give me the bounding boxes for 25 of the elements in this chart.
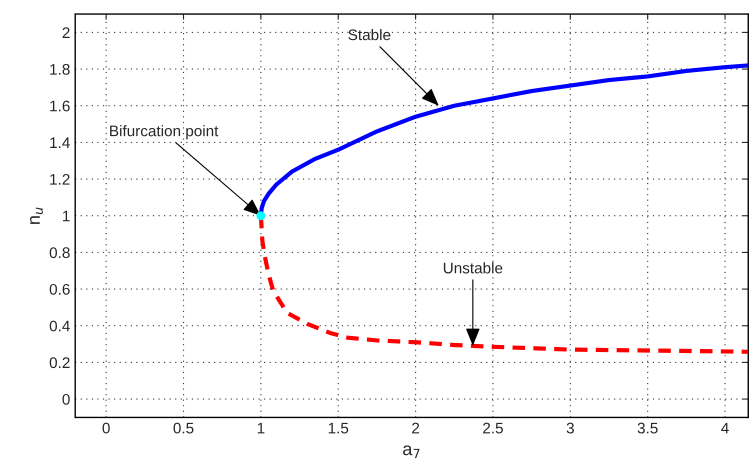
- y-tick-label: 0.2: [50, 357, 70, 368]
- x-axis-title: a$_{7}$: [403, 445, 420, 458]
- x-tick-label: 2: [412, 422, 420, 434]
- x-tick-label: 3.5: [638, 422, 658, 434]
- y-tick-label: 1.2: [50, 174, 70, 185]
- x-tick-label: 1: [258, 422, 264, 434]
- annotation: Unstable: [444, 262, 502, 274]
- x-tick-label: 0.5: [173, 422, 194, 434]
- y-tick-label: 1: [63, 210, 70, 222]
- y-tick-label: 1.4: [50, 137, 70, 148]
- x-tick-label: 2.5: [483, 422, 503, 434]
- annotation: Bifurcation point: [110, 125, 218, 140]
- y-tick-label: 0: [62, 394, 70, 405]
- y-tick-label: 0.4: [50, 320, 70, 332]
- x-tick-label: 3: [566, 422, 574, 434]
- y-tick-label: 2: [62, 27, 70, 38]
- annotation: Stable: [348, 28, 390, 40]
- y-tick-label: 1.6: [50, 100, 70, 112]
- y-tick-label: 1.8: [50, 64, 70, 75]
- y-tick-label: 0.8: [50, 247, 70, 258]
- x-tick-label: 4: [721, 422, 729, 434]
- y-tick-label: 0.6: [50, 284, 70, 295]
- y-axis-title: n$_{u}$: [30, 207, 43, 224]
- x-tick-label: 0: [102, 422, 110, 434]
- x-tick-label: 1.5: [328, 422, 348, 434]
